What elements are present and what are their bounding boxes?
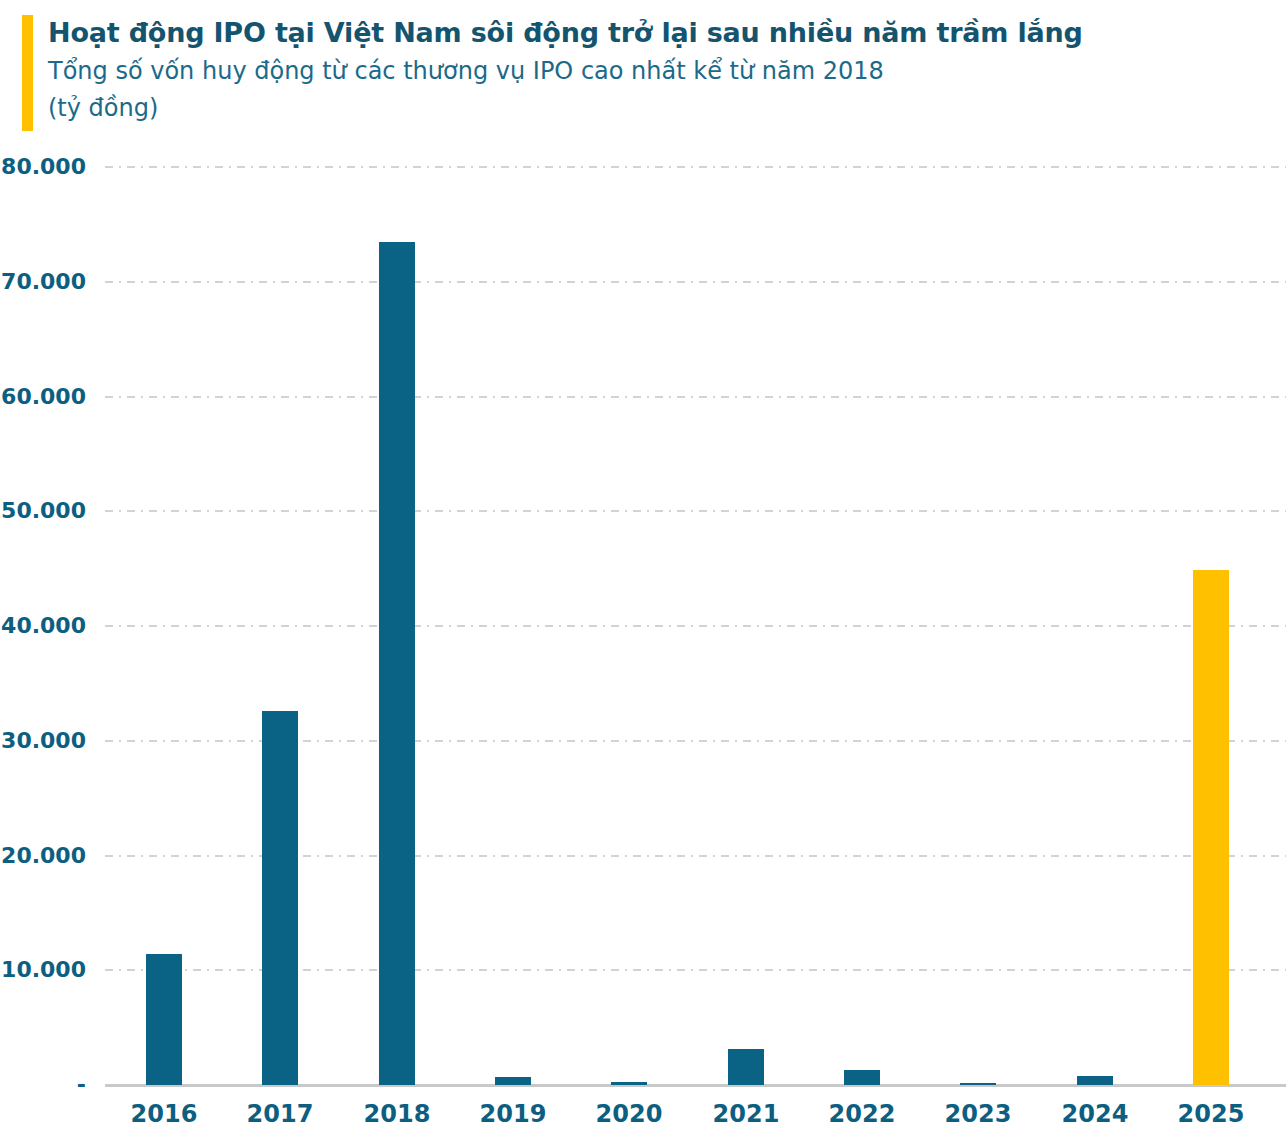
x-axis-label-2018: 2018 [339, 1100, 455, 1128]
y-axis-label-80000: 80.000 [0, 154, 86, 179]
bar-2017 [262, 711, 298, 1085]
bar-2016 [146, 954, 182, 1085]
gridline-50000 [105, 510, 1286, 512]
bar-2022 [844, 1070, 880, 1085]
y-axis-label-0: - [0, 1072, 86, 1097]
x-axis-label-2022: 2022 [804, 1100, 920, 1128]
bar-2023 [960, 1083, 996, 1085]
x-axis-label-2017: 2017 [222, 1100, 338, 1128]
gridline-60000 [105, 396, 1286, 398]
x-axis-label-2021: 2021 [688, 1100, 804, 1128]
bar-2019 [495, 1077, 531, 1085]
y-axis-label-60000: 60.000 [0, 384, 86, 409]
x-axis-label-2023: 2023 [920, 1100, 1036, 1128]
x-axis-label-2019: 2019 [455, 1100, 571, 1128]
x-axis-label-2020: 2020 [571, 1100, 687, 1128]
y-axis-label-20000: 20.000 [0, 843, 86, 868]
gridline-80000 [105, 166, 1286, 168]
bar-2025 [1193, 570, 1229, 1085]
y-axis-label-50000: 50.000 [0, 498, 86, 523]
gridline-70000 [105, 281, 1286, 283]
y-axis-label-40000: 40.000 [0, 613, 86, 638]
x-axis-label-2025: 2025 [1153, 1100, 1269, 1128]
y-axis-label-30000: 30.000 [0, 728, 86, 753]
bar-2021 [728, 1049, 764, 1085]
gridline-40000 [105, 625, 1286, 627]
x-axis-label-2016: 2016 [106, 1100, 222, 1128]
bar-chart: 80.000 70.000 60.000 50.000 40.000 30.000 20.0… [0, 0, 1286, 1142]
bar-2018 [379, 242, 415, 1085]
y-axis-label-70000: 70.000 [0, 269, 86, 294]
bar-2024 [1077, 1076, 1113, 1085]
x-axis-label-2024: 2024 [1037, 1100, 1153, 1128]
y-axis-label-10000: 10.000 [0, 957, 86, 982]
bar-2020 [611, 1082, 647, 1085]
